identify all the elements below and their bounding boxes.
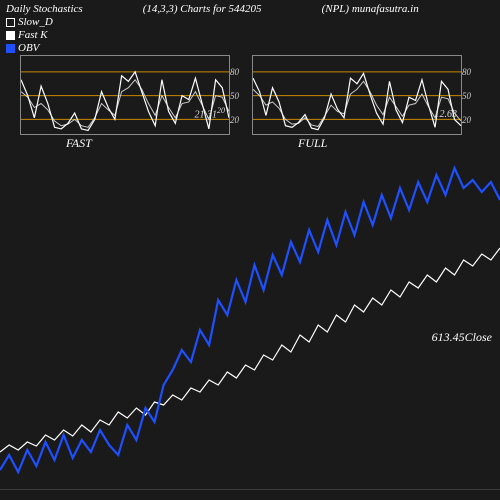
- swatch-outline-icon: [6, 18, 15, 27]
- axis-tick-label: 20: [462, 115, 471, 125]
- swatch-blue-icon: [6, 44, 15, 53]
- chart-header: Daily Stochastics (14,3,3) Charts for 54…: [0, 0, 500, 15]
- chart-title: Daily Stochastics: [6, 3, 83, 15]
- legend-label: Slow_D: [18, 16, 53, 29]
- legend: Slow_D Fast K OBV: [6, 16, 53, 55]
- swatch-filled-icon: [6, 31, 15, 40]
- axis-tick-label: 50: [462, 91, 471, 101]
- mini-panel-fast: FAST 20508021.3120: [20, 55, 230, 135]
- chart-params: (14,3,3) Charts for 544205: [143, 3, 262, 15]
- axis-tick-label: 80: [230, 67, 239, 77]
- legend-label: OBV: [18, 42, 39, 55]
- legend-label: Fast K: [18, 29, 48, 42]
- stochastic-reading: 21.3120: [195, 106, 226, 120]
- axis-tick-label: 80: [462, 67, 471, 77]
- legend-item-fastk: Fast K: [6, 29, 53, 42]
- mini-panel-full: FULL 20508012.63: [252, 55, 462, 135]
- mini-panels: FAST 20508021.3120 FULL 20508012.63: [20, 55, 462, 135]
- axis-tick-label: 20: [230, 115, 239, 125]
- stochastic-reading: 12.63: [435, 109, 458, 120]
- main-price-chart: 613.45Close: [0, 148, 500, 480]
- legend-item-slowd: Slow_D: [6, 16, 53, 29]
- baseline: [0, 489, 500, 490]
- close-price-label: 613.45Close: [432, 330, 492, 345]
- legend-item-obv: OBV: [6, 42, 53, 55]
- chart-symbol: (NPL) munafasutra.in: [322, 3, 419, 15]
- axis-tick-label: 50: [230, 91, 239, 101]
